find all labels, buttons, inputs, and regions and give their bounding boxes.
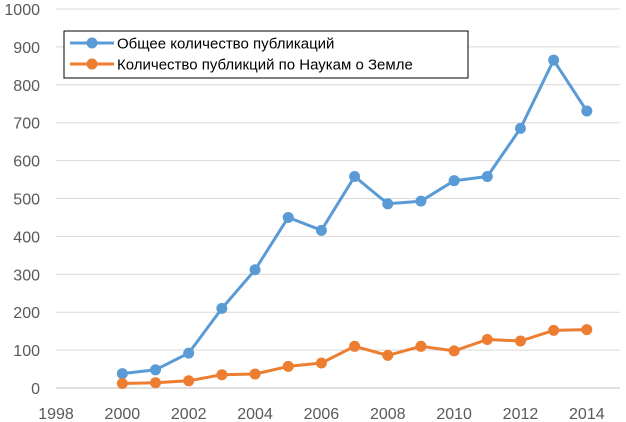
- data-point-series-1-2000: [116, 368, 128, 380]
- legend: Общее количество публикаций Количество п…: [63, 30, 469, 79]
- x-tick-label-2014: 2014: [569, 406, 605, 422]
- x-tick-label-1998: 1998: [38, 406, 74, 422]
- legend-label-series-2: Количество публикций по Наукам о Земле: [117, 57, 413, 74]
- x-tick-label-2004: 2004: [237, 406, 273, 422]
- data-point-series-2-2000: [116, 377, 128, 389]
- data-point-series-1-2002: [183, 347, 195, 359]
- x-tick-label-2012: 2012: [503, 406, 539, 422]
- legend-marker-series-1: [86, 37, 98, 49]
- data-point-series-2-2006: [315, 357, 327, 369]
- data-point-series-2-2005: [282, 360, 294, 372]
- data-point-series-1-2007: [349, 171, 361, 183]
- data-point-series-1-2011: [481, 171, 493, 183]
- y-tick-label-700: 700: [13, 116, 40, 133]
- x-tick-label-2008: 2008: [370, 406, 406, 422]
- data-point-series-2-2009: [415, 340, 427, 352]
- data-point-series-1-2009: [415, 195, 427, 207]
- data-point-series-1-2001: [150, 364, 162, 376]
- data-point-series-2-2002: [183, 375, 195, 387]
- data-point-series-2-2014: [581, 324, 593, 336]
- y-tick-label-300: 300: [13, 267, 40, 284]
- legend-label-series-1: Общее количество публикаций: [117, 36, 334, 53]
- x-tick-label-2002: 2002: [171, 406, 207, 422]
- data-point-series-2-2013: [548, 324, 560, 336]
- x-axis-tick-labels: 1998 2000 2002 2004 2006 2008 2010 2012 2014: [38, 406, 605, 422]
- y-tick-label-500: 500: [13, 192, 40, 209]
- y-tick-label-1000: 1000: [4, 2, 40, 19]
- y-tick-label-600: 600: [13, 154, 40, 171]
- y-tick-label-900: 900: [13, 40, 40, 57]
- series-line-1: [122, 58, 589, 376]
- data-point-series-2-2007: [349, 340, 361, 352]
- data-point-series-1-2014: [581, 105, 593, 117]
- data-point-series-2-2008: [382, 349, 394, 361]
- legend-marker-series-2: [86, 58, 98, 70]
- data-point-series-2-2004: [249, 368, 261, 380]
- data-point-series-2-2003: [216, 369, 228, 381]
- data-point-series-1-2006: [315, 224, 327, 236]
- data-point-series-1-2012: [514, 122, 526, 134]
- series-group: [116, 54, 593, 389]
- data-point-series-2-2010: [448, 345, 460, 357]
- y-tick-label-400: 400: [13, 229, 40, 246]
- y-tick-label-0: 0: [31, 381, 40, 398]
- x-tick-label-2010: 2010: [436, 406, 472, 422]
- data-point-series-2-2012: [514, 335, 526, 347]
- data-point-series-1-2003: [216, 302, 228, 314]
- y-tick-label-200: 200: [13, 305, 40, 322]
- x-tick-label-2000: 2000: [105, 406, 141, 422]
- data-point-series-2-2011: [481, 333, 493, 345]
- data-point-series-1-2008: [382, 198, 394, 210]
- data-point-series-2-2001: [150, 377, 162, 389]
- data-point-series-1-2010: [448, 175, 460, 187]
- data-point-series-1-2005: [282, 211, 294, 223]
- data-point-series-1-2013: [548, 54, 560, 66]
- x-tick-label-2006: 2006: [304, 406, 340, 422]
- legend-box: [63, 30, 469, 79]
- data-point-series-1-2004: [249, 264, 261, 276]
- y-tick-label-800: 800: [13, 78, 40, 95]
- y-tick-label-100: 100: [13, 343, 40, 360]
- y-axis-tick-labels: 0 100 200 300 400 500 600 700 800 900 1000: [4, 2, 40, 398]
